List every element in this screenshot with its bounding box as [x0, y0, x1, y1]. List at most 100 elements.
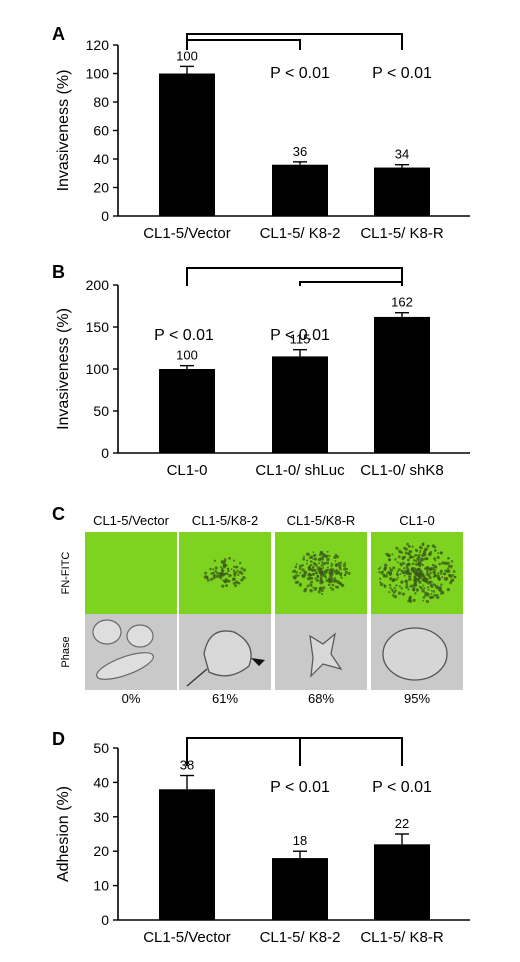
fitc-speckle: [424, 594, 427, 597]
fitc-speckle: [225, 580, 228, 583]
fitc-speckle: [318, 562, 320, 565]
fitc-speckle: [413, 558, 416, 562]
fitc-speckle: [424, 591, 428, 596]
fitc-speckle: [416, 588, 419, 591]
fitc-speckle: [383, 575, 386, 578]
fitc-speckle: [310, 580, 314, 584]
fitc-speckle: [326, 566, 329, 569]
significance-bracket: [186, 267, 403, 286]
fitc-speckle: [321, 593, 324, 596]
fitc-speckle: [436, 555, 440, 560]
fitc-speckle: [205, 576, 209, 580]
significance-bracket: [186, 737, 403, 766]
fitc-speckle: [334, 560, 337, 562]
fitc-speckle: [440, 583, 443, 586]
category-label: CL1-5/ K8-R: [360, 225, 444, 242]
fitc-speckle: [411, 562, 415, 566]
fitc-speckle: [429, 550, 433, 554]
fitc-speckle: [311, 568, 315, 572]
fitc-speckle: [239, 571, 242, 574]
bar: [272, 858, 328, 920]
fitc-speckle: [404, 551, 408, 555]
fitc-speckle: [419, 586, 423, 590]
fitc-speckle: [331, 588, 335, 591]
y-tick-label: 200: [86, 277, 110, 293]
fitc-speckle: [389, 571, 392, 575]
fitc-speckle: [311, 572, 315, 576]
y-tick-label: 50: [93, 403, 109, 419]
fitc-speckle: [421, 564, 425, 567]
adhesion-percentage-label: 95%: [404, 691, 430, 706]
fitc-speckle: [326, 550, 329, 553]
fitc-speckle: [438, 562, 442, 566]
fitc-speckle: [237, 573, 240, 577]
fitc-speckle: [294, 574, 298, 578]
fitc-speckle: [214, 570, 217, 573]
fitc-speckle: [383, 584, 386, 587]
fitc-speckle: [398, 585, 401, 588]
fitc-speckle: [379, 582, 384, 587]
fitc-speckle: [432, 570, 436, 574]
fitc-speckle: [328, 575, 332, 578]
fitc-speckle: [425, 599, 430, 604]
fitc-speckle: [338, 572, 343, 576]
fitc-speckle: [343, 567, 347, 571]
fitc-speckle: [317, 579, 320, 581]
fitc-speckle: [416, 572, 419, 575]
category-label: CL1-5/ K8-2: [260, 929, 341, 946]
fitc-speckle: [220, 560, 225, 564]
fitc-speckle: [328, 554, 331, 557]
fitc-speckle: [386, 572, 389, 575]
y-tick-label: 50: [93, 740, 109, 756]
fitc-speckle: [433, 545, 436, 548]
fitc-speckle: [383, 563, 388, 568]
fitc-speckle: [432, 575, 436, 578]
fitc-speckle: [401, 571, 404, 574]
fitc-speckle: [397, 591, 402, 595]
fitc-speckle: [401, 592, 406, 596]
phase-cell: [126, 624, 154, 648]
fitc-speckle: [310, 563, 313, 567]
fitc-speckle: [331, 583, 335, 587]
column-label: CL1-5/Vector: [93, 513, 170, 528]
panel-label-d: D: [52, 729, 65, 749]
fitc-speckle: [401, 561, 405, 565]
fitc-speckle: [327, 583, 331, 587]
fitc-speckle: [442, 572, 446, 576]
fitc-speckle: [432, 590, 436, 593]
fitc-speckle: [242, 568, 247, 572]
fitc-speckle: [233, 577, 236, 581]
fitc-speckle: [322, 586, 326, 590]
panel-label-c: C: [52, 504, 65, 524]
fitc-speckle: [344, 573, 347, 576]
fitc-speckle: [309, 560, 313, 563]
fitc-speckle: [389, 567, 392, 569]
fitc-speckle: [321, 561, 324, 564]
fitc-speckle: [424, 578, 427, 582]
fitc-speckle: [236, 569, 239, 572]
fitc-speckle: [322, 573, 326, 577]
fitc-speckle: [227, 569, 230, 573]
fitc-speckle: [294, 580, 298, 584]
fitc-speckle: [404, 579, 408, 584]
fitc-speckle: [403, 574, 406, 577]
fitc-speckle: [431, 563, 435, 567]
fitc-speckle: [388, 583, 392, 587]
fitc-speckle: [393, 587, 396, 590]
fitc-speckle: [419, 557, 423, 561]
significance-label: P < 0.01: [270, 327, 330, 344]
bar: [159, 789, 215, 920]
fitc-speckle: [309, 568, 312, 571]
fitc-speckle: [447, 556, 450, 560]
fitc-speckle: [304, 587, 308, 591]
fitc-speckle: [447, 564, 451, 568]
fitc-speckle: [309, 583, 312, 586]
fitc-speckle: [449, 581, 453, 585]
fitc-speckle: [389, 586, 392, 590]
fitc-speckle: [403, 567, 406, 570]
fitc-speckle: [318, 569, 323, 574]
fitc-speckle: [324, 554, 329, 558]
panel-label-b: B: [52, 262, 65, 282]
fitc-speckle: [418, 560, 422, 565]
